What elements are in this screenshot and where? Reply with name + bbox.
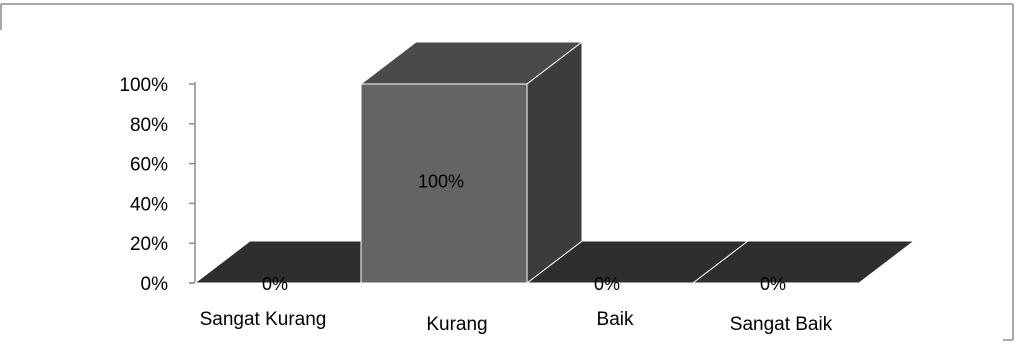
bar [360,83,528,284]
chart-border [0,3,1014,341]
y-tick-label: 20% [130,234,168,255]
y-tick-label: 80% [130,115,168,136]
data-label: 100% [418,171,464,191]
bar [691,240,916,284]
category-label: Kurang [426,314,487,335]
y-tick-label: 0% [141,274,169,295]
label-group: 0% Sangat Kurang 100% Kurang 0% Baik 0% Sangat … [200,171,833,335]
category-label: Baik [597,309,634,330]
data-label: 0% [760,274,786,294]
y-axis: 0% 20% 40% 60% 80% 100% [119,75,196,295]
data-label: 0% [594,274,620,294]
y-tick-label: 60% [130,155,168,176]
bar-side-face [526,40,583,285]
bar-group [359,40,584,285]
category-label: Sangat Kurang [200,309,327,330]
y-tick-label: 40% [130,194,168,215]
y-tick-label: 100% [119,75,168,96]
category-label: Sangat Baik [730,314,833,335]
data-label: 0% [262,274,288,294]
